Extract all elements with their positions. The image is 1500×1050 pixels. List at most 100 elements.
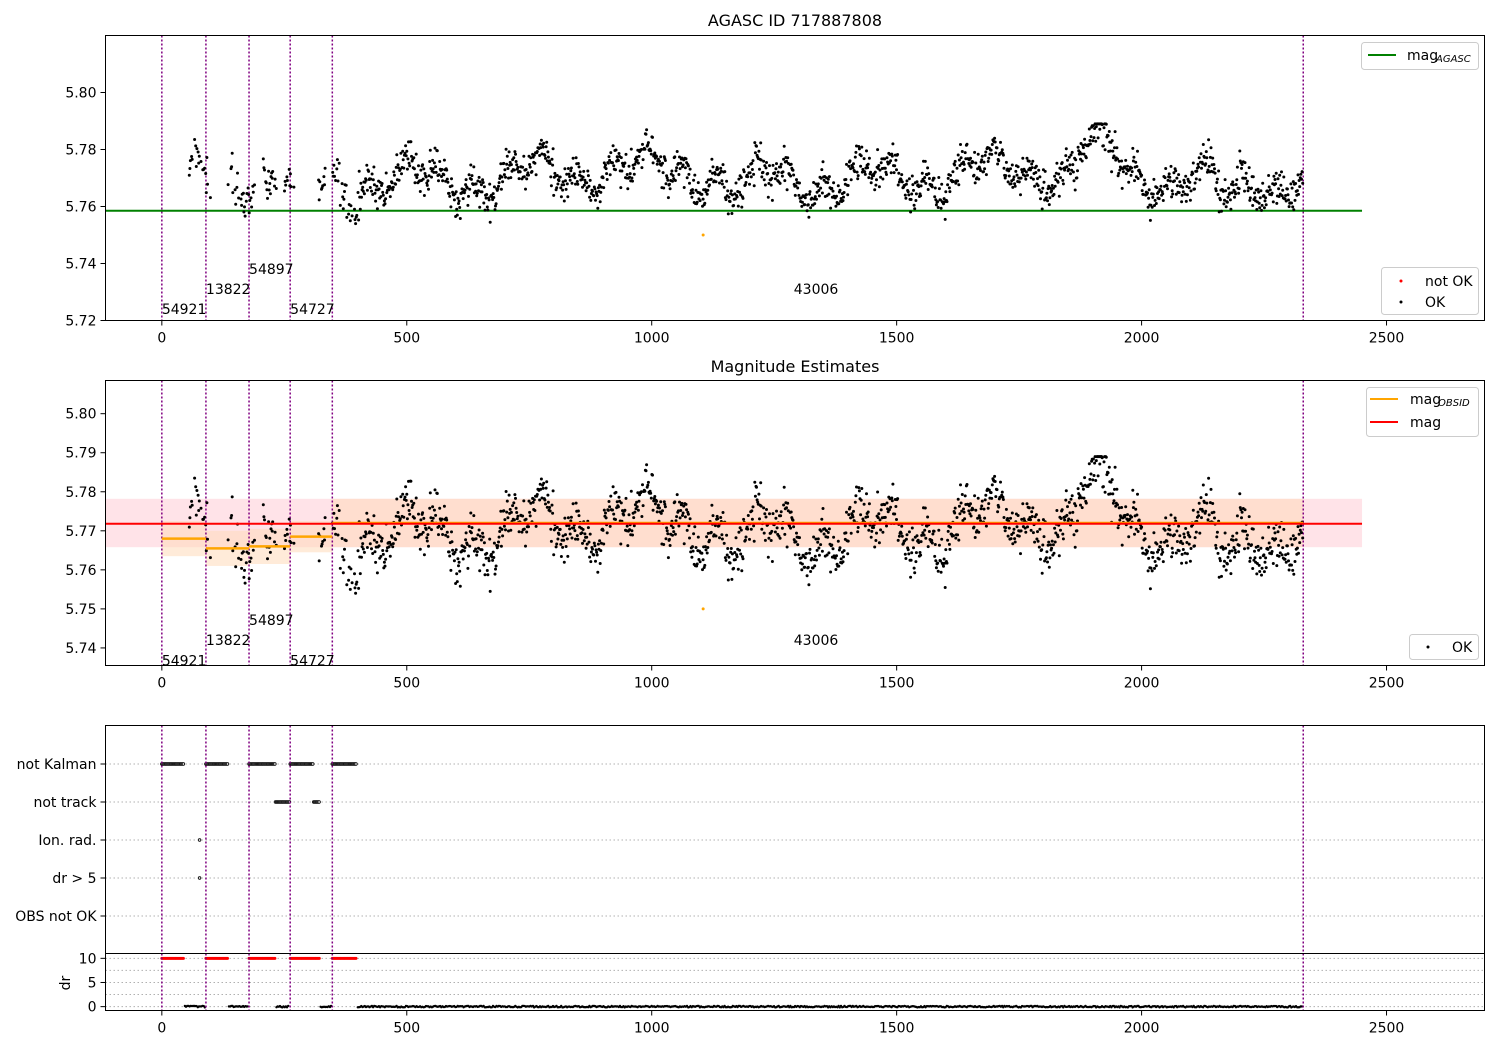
panel1-ok-point (412, 167, 416, 171)
panel2-ok-point (737, 530, 741, 534)
panel1-ok-point (1101, 144, 1105, 148)
panel2-ok-point (614, 490, 618, 494)
panel2-ok-point (709, 530, 713, 534)
panel1-ok-point (889, 171, 893, 175)
panel2-ok-point (786, 501, 790, 505)
panel1-ok-point (807, 215, 811, 219)
panel2-ok-point (544, 502, 547, 506)
panel2-ok-point (404, 485, 408, 489)
panel2-ok-point (570, 536, 574, 540)
panel1-ok-point (596, 206, 600, 210)
panel2-ok-point (362, 550, 366, 554)
panel2-ok-point (726, 547, 730, 550)
panel2-ok-point (1068, 511, 1072, 515)
panel1-ok-point (369, 177, 373, 181)
panel2-ok-point (504, 528, 507, 532)
panel1-ok-point (377, 187, 381, 191)
panel2-ok-point (973, 494, 977, 498)
panel1-ok-point (331, 170, 335, 174)
panel1-ok-point (343, 190, 346, 193)
panel1-ok-point (516, 165, 520, 169)
panel1-ok-point (1094, 139, 1098, 143)
panel1-ok-point (340, 182, 344, 186)
panel2-ok-point (361, 542, 365, 546)
panel2-ok-point (345, 583, 349, 587)
panel1-ok-point (741, 196, 745, 200)
panel1-ok-point (1006, 180, 1010, 184)
panel2-ok-point (932, 529, 936, 533)
panel1-ok-point (1030, 166, 1034, 170)
panel1-ok-point (1116, 157, 1119, 161)
panel1-ok-point (1203, 155, 1206, 159)
panel1-ok-point (752, 184, 756, 188)
panel1-ok-point (816, 184, 820, 188)
panel1-ok-point (917, 185, 921, 189)
panel2-ok-point (193, 476, 197, 480)
panel2-ok-point (1168, 533, 1172, 537)
panel1-ok-point (203, 166, 207, 170)
panel2-ok-point (1300, 531, 1303, 535)
panel1-ok-point (782, 144, 786, 148)
panel1-ok-point (556, 182, 560, 186)
panel2-ok-point (671, 526, 675, 530)
panel2-ok-point (1036, 539, 1040, 543)
panel2-ok-point (515, 517, 519, 521)
panel2-ok-point (347, 578, 351, 582)
panel1-ok-point (633, 162, 637, 166)
panel2-ok-point (354, 591, 358, 595)
panel1-ok-point (738, 190, 741, 194)
panel1-ok-point (261, 157, 265, 161)
panel2-y-tick-label: 5.74 (65, 641, 96, 657)
panel2-ok-point (615, 500, 619, 504)
panel2-ok-point (994, 495, 998, 499)
panel1-ok-point (533, 161, 537, 165)
panel1-ok-point (1000, 148, 1004, 152)
panel1-ok-point (1291, 180, 1295, 184)
panel2-ok-point (348, 587, 352, 591)
panel1-ok-point (395, 153, 399, 157)
panel2-ok-point (1268, 545, 1272, 549)
panel2-ok-point (486, 573, 490, 577)
panel2-ok-point (1155, 542, 1159, 546)
panel1-ok-point (932, 176, 936, 180)
panel1-ok-point (943, 217, 947, 221)
panel2-ok-point (682, 542, 686, 546)
panel2-ok-point (1215, 530, 1219, 534)
panel2-ok-point (406, 503, 410, 507)
panel2-ok-point (719, 516, 723, 519)
panel1-ok-point (1102, 126, 1106, 130)
panel1-ok-point (485, 205, 489, 209)
panel2-ok-point (1146, 569, 1150, 573)
panel1-ok-point (646, 141, 650, 145)
panel2-ok-point (1292, 572, 1296, 576)
panel1-ok-point (464, 183, 468, 187)
panel2-ok-point (422, 516, 426, 520)
panel2-ok-point (837, 564, 841, 568)
panel1-ok-point (548, 162, 552, 165)
panel2-ok-point (735, 555, 739, 559)
panel2-ok-point (675, 515, 679, 519)
panel2-ok-point (475, 550, 479, 554)
panel1-ok-point (799, 196, 803, 200)
panel2-ok-point (317, 532, 321, 536)
panel1-ok-point (606, 161, 610, 165)
panel2-ok-point (1247, 515, 1251, 519)
panel1-ok-point (444, 179, 448, 183)
panel2-ok-point (1237, 543, 1241, 547)
panel1-ok-point (1193, 187, 1196, 191)
panel1-ok-point (253, 183, 256, 187)
panel2-ok-point (1217, 575, 1221, 579)
panel2-ok-point (944, 548, 948, 552)
panel1-ok-point (805, 209, 809, 213)
panel2-ok-point (588, 555, 592, 559)
panel2-ok-point (1048, 556, 1052, 560)
panel1-ok-point (1037, 188, 1041, 192)
panel1-ok-point (879, 175, 883, 179)
panel2-ok-point (596, 542, 600, 546)
panel1-ok-point (1214, 189, 1218, 193)
panel1-ok-point (1274, 171, 1278, 175)
panel2-ok-point (499, 509, 503, 513)
panel1-ok-point (288, 172, 292, 176)
panel2-ok-point (632, 524, 636, 528)
panel1-ok-point (974, 161, 978, 165)
